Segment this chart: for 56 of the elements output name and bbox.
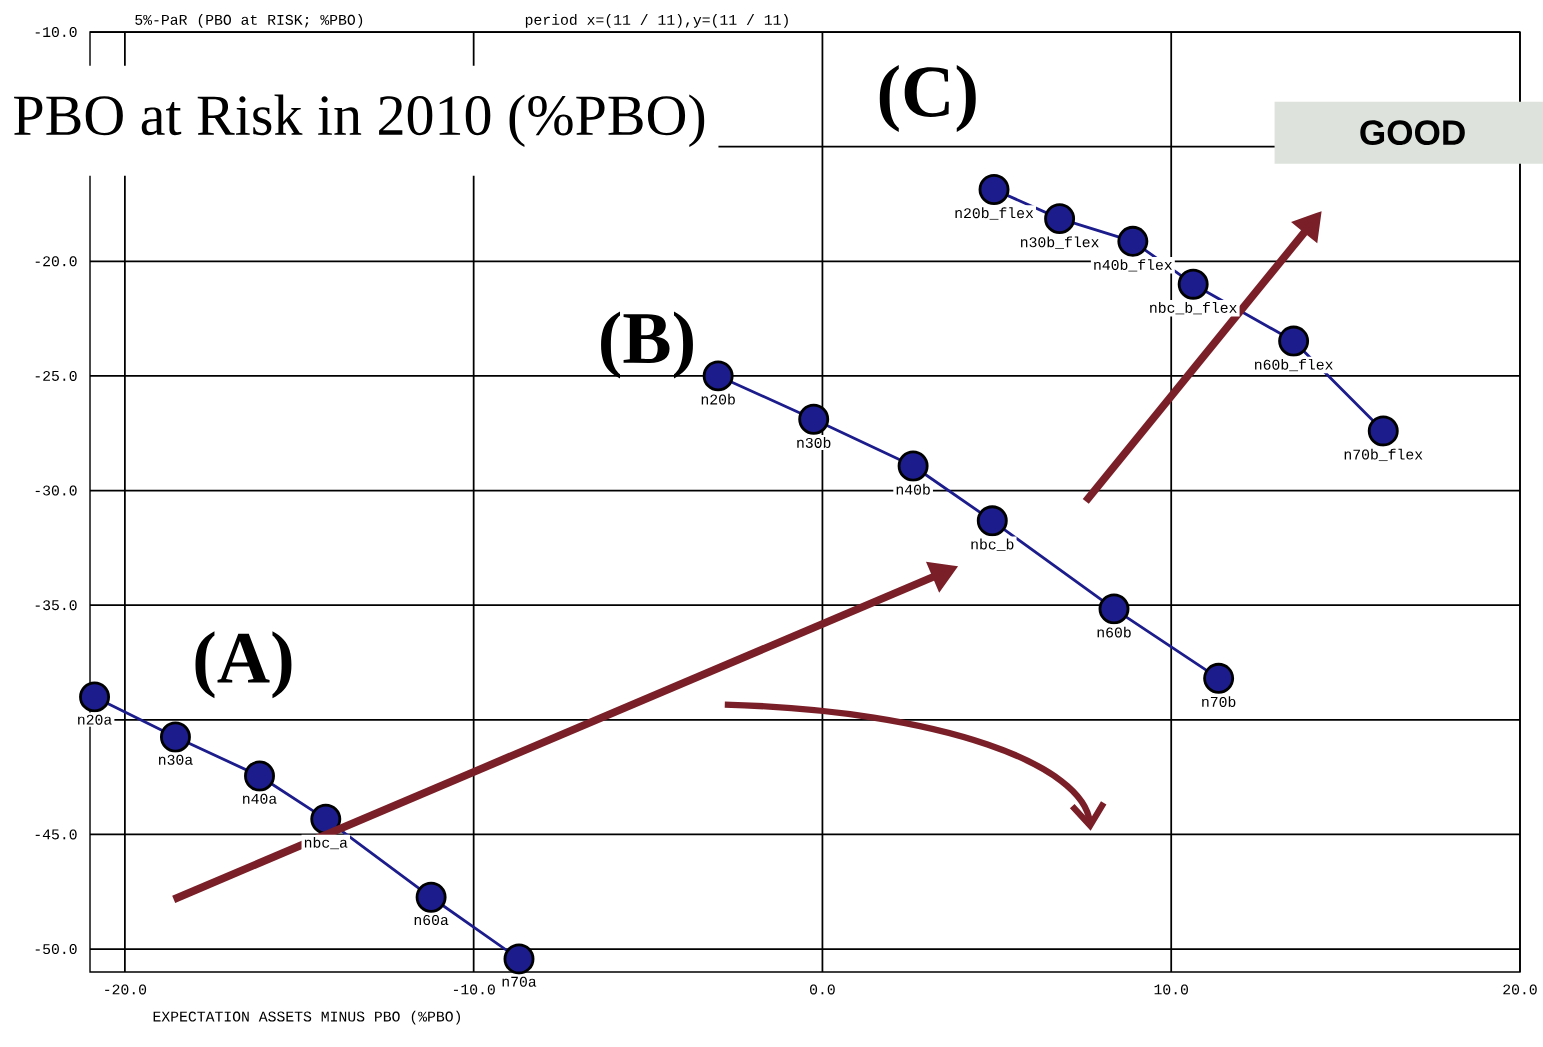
annotation: n20a [78, 714, 112, 725]
y-tick-label: -50.0 [35, 944, 77, 955]
annotation: (B) [601, 311, 693, 379]
x-tick-label: 10.0 [1154, 984, 1188, 995]
x-tick-label: -10.0 [453, 984, 495, 995]
annotation: n70b_flex [1344, 448, 1423, 462]
annotation: n70a [502, 976, 537, 987]
annotation: (C) [879, 65, 976, 132]
point [1177, 268, 1209, 300]
point [1278, 325, 1310, 357]
text: period x=(11 / 11),y=(11 / 11) [525, 14, 788, 28]
y-tick-label: -35.0 [35, 600, 77, 611]
point [976, 505, 1008, 537]
y-tick-label: -25.0 [35, 370, 77, 381]
point [978, 174, 1010, 205]
annotation: n30a [159, 754, 193, 765]
annotation: GOOD [1360, 120, 1465, 146]
annotation: (A) [195, 631, 292, 699]
annotation: nbc_b_flex [1150, 302, 1237, 315]
x-tick-label: 0.0 [810, 984, 835, 995]
point [415, 881, 447, 913]
point [1098, 593, 1130, 625]
point [503, 943, 535, 975]
chart-subtitle: 5%-PaR (PBO at RISK; %PBO) [135, 14, 363, 28]
annotation: nbc_b [971, 538, 1014, 551]
y-tick-label: -45.0 [35, 829, 77, 840]
point [79, 681, 111, 713]
point [1117, 225, 1149, 257]
annotation: nbc_a [304, 836, 348, 850]
point [798, 403, 830, 435]
annotation: n30b [797, 437, 831, 448]
point [159, 721, 191, 753]
annotation: n30b_flex [1021, 236, 1099, 249]
annotation: n60b [1097, 626, 1131, 638]
point [1203, 662, 1235, 694]
annotation: n20b_flex [955, 207, 1034, 220]
annotation: n60a [414, 915, 449, 926]
annotation: n40a [243, 793, 277, 804]
annotation: n70b [1202, 696, 1236, 707]
point [1367, 415, 1399, 447]
annotation: n40b [896, 483, 930, 495]
point [310, 803, 342, 835]
y-tick-label: -10.0 [35, 27, 77, 38]
annotation: n40b_flex [1094, 259, 1172, 272]
annotation: n20b [701, 393, 735, 405]
annotation: n60b_flex [1255, 358, 1333, 372]
point [1044, 203, 1076, 235]
point [702, 360, 734, 392]
point [244, 760, 275, 792]
x-tick-label: -20.0 [105, 984, 147, 995]
x-tick-label: 20.0 [1503, 984, 1537, 995]
text: PBO at Risk in 2010 (%PBO) [14, 94, 705, 147]
x-axis-title: EXPECTATION ASSETS MINUS PBO (%PBO) [153, 1010, 460, 1025]
y-tick-label: -20.0 [35, 256, 77, 267]
point [897, 450, 929, 482]
y-tick-label: -30.0 [35, 485, 77, 496]
